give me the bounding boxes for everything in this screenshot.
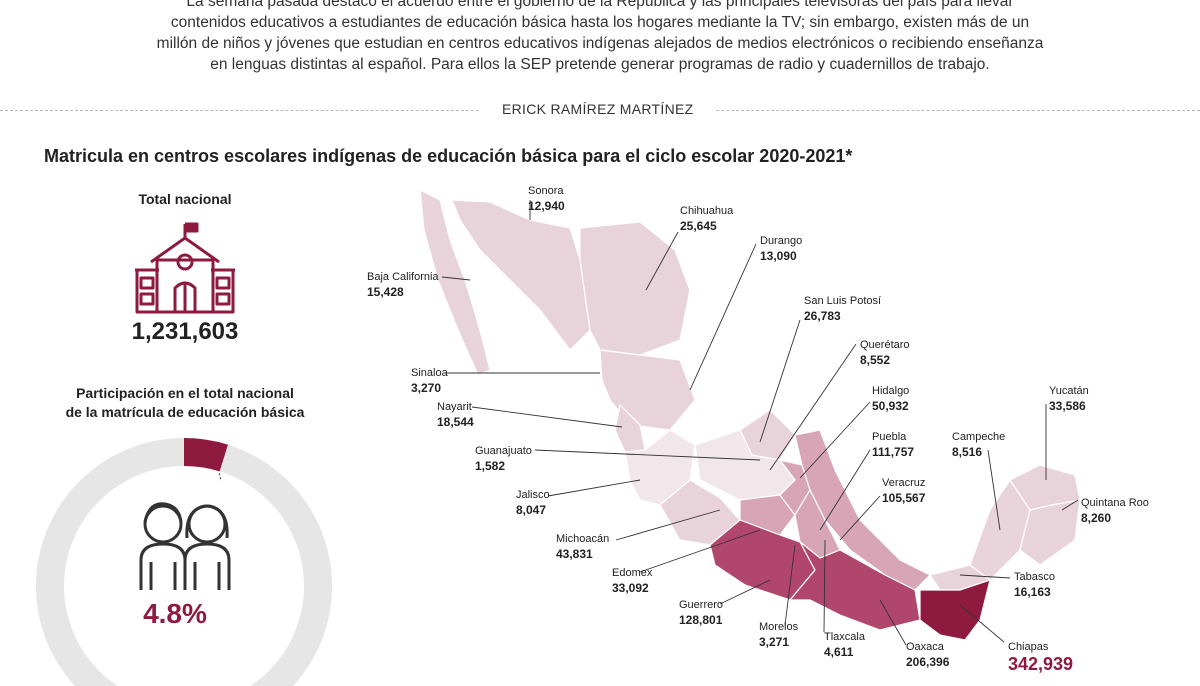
state-name-sonora: Sonora [528,185,564,197]
state-value-michoacan: 43,831 [556,547,593,561]
leader-line-morelos [784,544,796,626]
state-value-quintana-roo: 8,260 [1081,511,1111,525]
leader-line-guerrero [719,579,771,605]
leader-line-chiapas [959,604,1005,643]
share-label: Participación en el total nacional de la… [40,384,330,422]
state-value-hidalgo: 50,932 [872,399,909,413]
state-value-campeche: 8,516 [952,445,982,459]
share-label-line: de la matrícula de educación básica [65,404,305,420]
region-quintana-roo [1019,499,1081,566]
leader-line-michoacan [615,509,721,541]
region-oaxaca [788,541,921,631]
donut-share-arc [184,438,228,472]
intro-text: La semana pasada destacó el acuerdo entr… [0,0,1200,75]
state-name-tabasco: Tabasco [1014,571,1055,583]
state-name-puebla: Puebla [872,431,907,443]
state-name-michoacan: Michoacán [556,533,609,545]
region-sonora [451,199,591,351]
leader-line-chihuahua [645,231,679,291]
state-name-guanajuato: Guanajuato [475,445,532,457]
state-value-yucatan: 33,586 [1049,399,1086,413]
leader-line-san-luis-potosi [759,319,801,443]
leader-line-baja-california [441,276,471,281]
state-value-oaxaca: 206,396 [906,655,950,669]
intro-line: contenidos educativos a estudiantes de e… [170,14,1030,31]
state-value-nayarit: 18,544 [437,415,474,429]
students-icon [139,502,231,590]
region-sinaloa [539,309,622,409]
state-value-guanajuato: 1,582 [475,459,505,473]
share-donut [36,438,332,686]
author-byline: ERICK RAMÍREZ MARTÍNEZ [480,101,716,117]
share-percent: 4.8% [143,598,207,629]
donut-tick [218,473,222,482]
state-name-campeche: Campeche [952,431,1005,443]
leader-line-campeche [987,449,1001,531]
state-value-edomex: 33,092 [612,581,649,595]
leader-line-edomex [639,529,761,573]
intro-line: millón de niños y jóvenes que estudian e… [156,35,1044,52]
state-value-morelos: 3,271 [759,635,789,649]
leader-line-guanajuato [534,449,761,461]
state-name-sinaloa: Sinaloa [411,367,449,379]
leader-line-tabasco [959,574,1011,579]
leader-line-puebla [819,449,871,531]
state-name-guerrero: Guerrero [679,599,723,611]
state-name-veracruz: Veracruz [882,477,925,489]
state-name-yucatan: Yucatán [1049,385,1089,397]
mexico-map: Sonora 12,940 Chihuahua 25,645 Durango 13,090… [367,185,1149,674]
state-name-morelos: Morelos [759,621,799,633]
chart-title: Matricula en centros escolares indígenas… [44,146,853,166]
state-name-chiapas: Chiapas [1008,641,1049,653]
state-name-edomex: Edomex [612,567,653,579]
state-name-quintana-roo: Quintana Roo [1081,497,1149,509]
state-value-chiapas: 342,939 [1008,654,1073,674]
total-label: Total nacional [138,191,232,207]
share-label-line: Participación en el total nacional [76,385,294,401]
state-name-san-luis-potosi: San Luis Potosí [804,295,881,307]
state-name-oaxaca: Oaxaca [906,641,945,653]
state-name-tlaxcala: Tlaxcala [824,631,866,643]
state-value-durango: 13,090 [760,249,797,263]
leader-line-oaxaca [879,599,907,646]
state-value-guerrero: 128,801 [679,613,723,627]
leader-line-tlaxcala [823,539,826,633]
leader-line-hidalgo [799,401,871,479]
state-value-tlaxcala: 4,611 [824,645,854,659]
state-callouts: Sonora 12,940 Chihuahua 25,645 Durango 13,090… [367,185,1149,674]
leader-line-durango [689,243,757,391]
region-chiapas [919,579,991,641]
state-value-sinaloa: 3,270 [411,381,441,395]
state-value-baja-california: 15,428 [367,285,404,299]
intro-line: La semana pasada destacó el acuerdo entr… [186,0,1014,10]
region-baja-california [419,188,491,376]
leader-line-nayarit [471,406,623,428]
state-name-chihuahua: Chihuahua [680,205,734,217]
state-value-tabasco: 16,163 [1014,585,1051,599]
total-value: 1,231,603 [131,318,239,345]
state-value-san-luis-potosi: 26,783 [804,309,841,323]
school-icon [135,222,235,314]
state-value-queretaro: 8,552 [860,353,890,367]
map-regions [419,188,1081,641]
state-name-jalisco: Jalisco [516,489,550,501]
leader-line-jalisco [547,479,641,497]
region-chihuahua [579,221,691,356]
state-value-puebla: 111,757 [872,445,914,459]
state-value-sonora: 12,940 [528,199,565,213]
leader-line-quintana-roo [1061,499,1079,511]
state-value-jalisco: 8,047 [516,503,546,517]
state-name-durango: Durango [760,235,802,247]
intro-line: en lenguas distintas al español. Para el… [210,56,990,73]
state-name-hidalgo: Hidalgo [872,385,909,397]
state-name-queretaro: Querétaro [860,339,910,351]
leader-line-veracruz [839,495,881,541]
state-value-chihuahua: 25,645 [680,219,717,233]
state-name-baja-california: Baja California [367,271,439,283]
state-value-veracruz: 105,567 [882,491,926,505]
leader-line-queretaro [769,343,857,471]
state-name-nayarit: Nayarit [437,401,472,413]
